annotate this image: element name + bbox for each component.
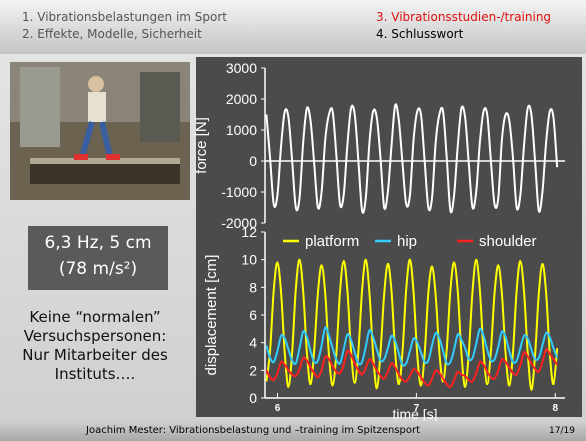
y-tick-label: 2 <box>249 362 257 378</box>
y-tick-label: 8 <box>249 279 257 295</box>
y-tick-label: 4 <box>249 335 257 351</box>
legend-label: shoulder <box>479 233 537 250</box>
footer: Joachim Mester: Vibrationsbelastung und … <box>0 421 586 441</box>
y-tick-label: 10 <box>241 252 257 268</box>
y-axis-label: force [N] <box>193 117 210 174</box>
line-series <box>266 104 557 213</box>
y-tick-label: 3000 <box>226 60 257 76</box>
y-axis-label: displacement [cm] <box>203 255 220 376</box>
y-tick-label: 12 <box>241 224 257 240</box>
x-tick-label: 6 <box>275 403 281 414</box>
legend-label: hip <box>397 233 417 250</box>
y-tick-label: 6 <box>249 307 257 323</box>
page-number: 17/19 <box>549 426 575 436</box>
y-tick-label: 0 <box>249 390 257 406</box>
legend-label: platform <box>305 233 359 250</box>
x-tick-label: 8 <box>552 403 558 414</box>
y-tick-label: 2000 <box>226 91 257 107</box>
y-tick-label: 0 <box>249 153 257 169</box>
y-tick-label: 1000 <box>226 122 257 138</box>
footer-text: Joachim Mester: Vibrationsbelastung und … <box>86 425 420 436</box>
slide: 1. Vibrationsbelastungen im Sport 2. Eff… <box>0 0 586 441</box>
y-tick-label: -1000 <box>221 184 257 200</box>
x-axis-label: time [s] <box>392 406 437 421</box>
